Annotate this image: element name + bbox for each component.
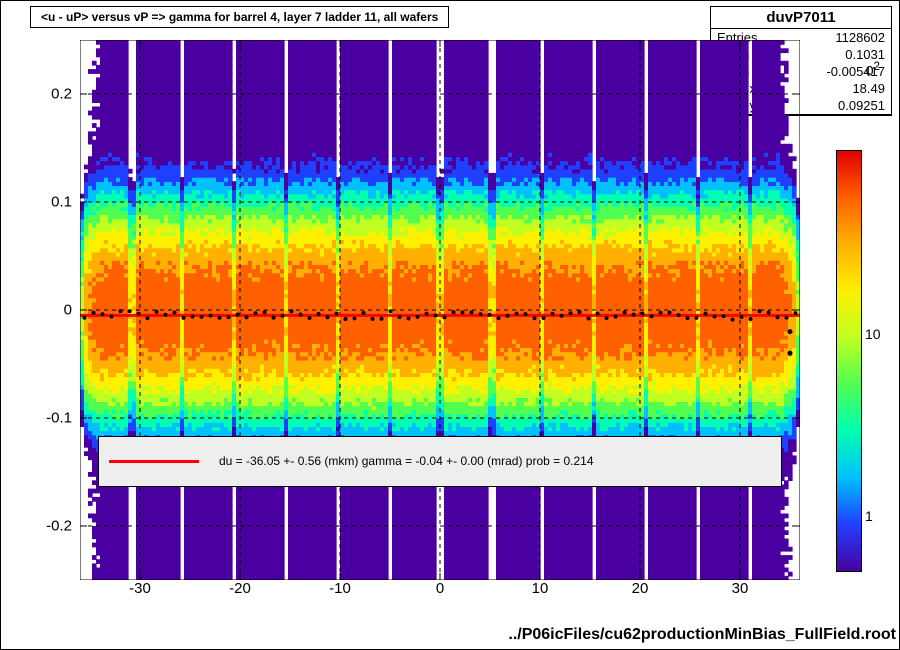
x-tick-label: 10 xyxy=(532,580,549,604)
colorbar-tick-label: 10 xyxy=(865,326,881,342)
stats-name: duvP7011 xyxy=(711,7,891,29)
fit-legend: du = -36.05 +- 0.56 (mkm) gamma = -0.04 … xyxy=(98,436,782,487)
x-tick-label: 20 xyxy=(632,580,649,604)
legend-line-sample xyxy=(109,460,199,463)
plot-title-text: <u - uP> versus vP => gamma for barrel 4… xyxy=(41,10,438,24)
x-caption: ../P06icFiles/cu62productionMinBias_Full… xyxy=(508,626,896,644)
z-axis-exp: 02 xyxy=(866,60,880,79)
plot-area: -0.2-0.100.10.2 -30-20-100102030 du = -3… xyxy=(80,40,800,580)
x-tick-label: 0 xyxy=(436,580,444,604)
colorbar: 110 xyxy=(836,150,862,572)
plot-title: <u - uP> versus vP => gamma for barrel 4… xyxy=(30,6,449,28)
x-tick-label: -20 xyxy=(229,580,251,604)
y-tick-label: 0.2 xyxy=(12,86,72,103)
grid-overlay xyxy=(80,40,800,580)
y-tick-label: 0 xyxy=(12,302,72,319)
x-tick-label: -30 xyxy=(129,580,151,604)
x-tick-label: 30 xyxy=(732,580,749,604)
y-tick-label: -0.1 xyxy=(12,410,72,427)
legend-text: du = -36.05 +- 0.56 (mkm) gamma = -0.04 … xyxy=(219,454,594,468)
y-tick-label: 0.1 xyxy=(12,194,72,211)
x-tick-label: -10 xyxy=(329,580,351,604)
colorbar-tick-label: 1 xyxy=(865,508,873,524)
y-tick-label: -0.2 xyxy=(12,518,72,535)
